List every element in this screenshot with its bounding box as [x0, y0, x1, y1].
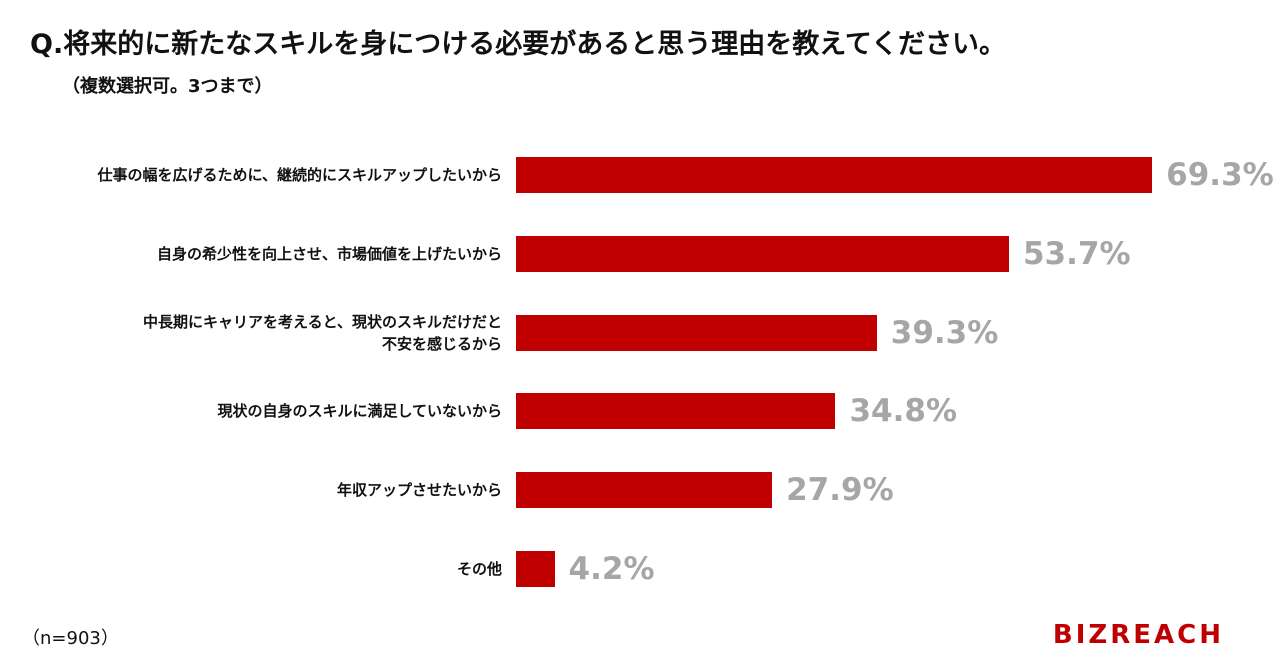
category-label: その他 [456, 560, 502, 578]
category-label: 年収アップさせたいから [336, 481, 502, 500]
value-label: 53.7% [1022, 235, 1131, 272]
bar [516, 157, 1153, 193]
category-label: 中長期にキャリアを考えると、現状のスキルだけだと 不安を感じるから [143, 312, 502, 353]
value-label: 69.3% [1166, 157, 1274, 193]
bar [516, 393, 836, 430]
value-label: 27.9% [786, 472, 894, 509]
bar [516, 314, 877, 351]
chart-subtitle: （複数選択可。3つまで） [62, 76, 273, 97]
category-label: 自身の希少性を向上させ、市場価値を上げたいから [156, 244, 502, 263]
value-label: 39.3% [890, 314, 999, 351]
category-label: 仕事の幅を広げるために、継続的にスキルアップしたいから [97, 166, 502, 184]
sample-size-note: （n=903） [22, 628, 119, 649]
bar [516, 472, 773, 509]
chart-title: Q.将来的に新たなスキルを身につける必要があると思う理由を教えてください。 [30, 29, 1007, 60]
bar [516, 551, 555, 587]
value-label: 4.2% [568, 551, 655, 587]
bar [516, 235, 1009, 272]
category-label: 現状の自身のスキルに満足していないから [217, 402, 502, 421]
brand-logo: BIZREACH [1052, 620, 1224, 650]
value-label: 34.8% [849, 393, 957, 430]
